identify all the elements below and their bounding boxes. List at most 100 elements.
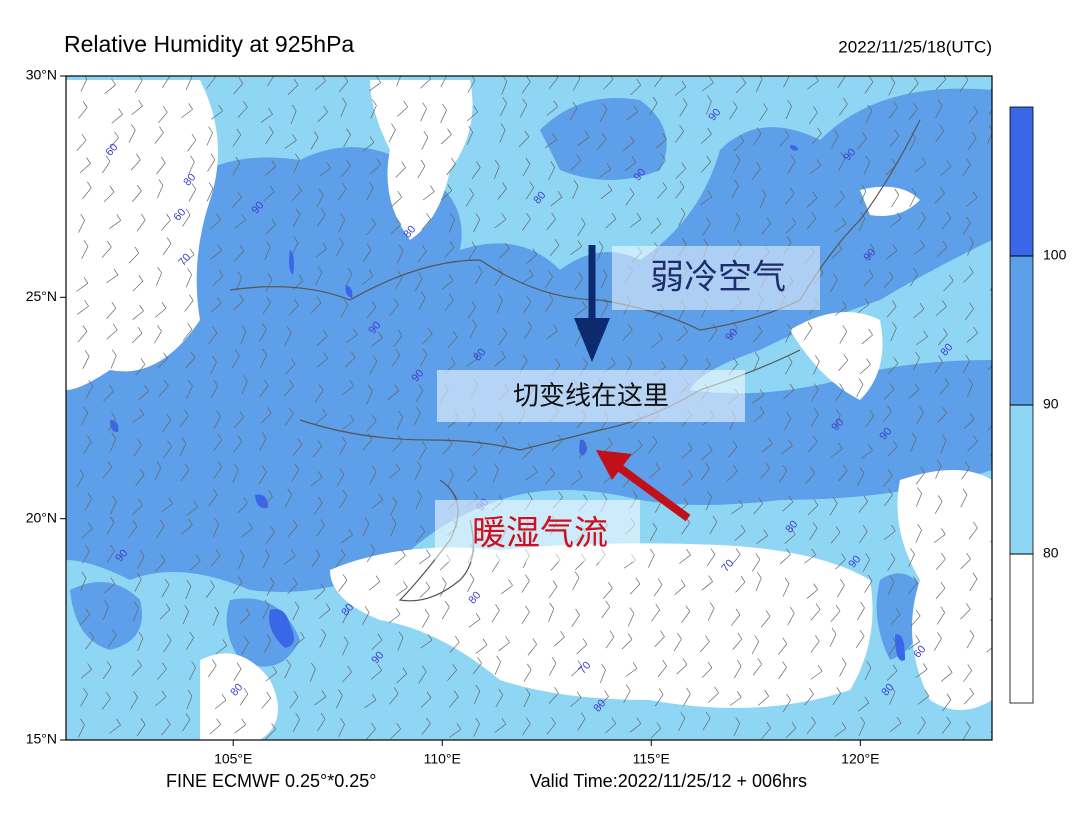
wind-barb [338, 718, 345, 738]
wind-barb [137, 549, 145, 569]
wind-barb [390, 722, 401, 740]
wind-barb [80, 663, 92, 679]
wind-barb [917, 211, 926, 230]
wind-barb [498, 242, 510, 259]
annotation-text: 弱冷空气 [650, 258, 786, 298]
wind-barb [471, 161, 481, 179]
wind-barb [834, 190, 845, 208]
wind-barb [830, 605, 841, 622]
wind-barb [655, 133, 667, 149]
wind-barb [625, 187, 635, 206]
wind-barb [339, 489, 348, 509]
wind-barb [317, 208, 326, 227]
wind-barb [155, 302, 167, 318]
wind-barb [287, 577, 298, 595]
wind-barb [933, 632, 942, 651]
wind-barb [205, 580, 215, 599]
wind-barb [577, 217, 586, 236]
wind-barb [675, 125, 684, 143]
wind-barb [882, 405, 892, 423]
wind-barb [287, 78, 299, 95]
wind-barb [362, 606, 370, 625]
wind-barb [85, 380, 94, 399]
wind-barb [81, 522, 93, 539]
wind-barb [291, 463, 300, 482]
wind-barb [233, 294, 244, 311]
wind-barb [571, 660, 583, 677]
wind-barb [865, 104, 873, 124]
wind-barb [210, 355, 217, 375]
wind-barb [888, 76, 896, 96]
wind-barb [548, 687, 559, 704]
wind-barb [161, 578, 170, 598]
wind-barb [468, 241, 477, 260]
wind-barb [128, 246, 140, 264]
wind-barb [421, 213, 431, 231]
wind-barb [784, 187, 795, 205]
wind-barb [135, 468, 145, 487]
wind-barb [963, 412, 975, 429]
wind-barb [909, 188, 917, 208]
wind-barb [735, 575, 746, 593]
wind-barb [388, 608, 401, 624]
wind-barb [860, 444, 873, 459]
wind-barb [109, 495, 117, 515]
wind-barb [657, 181, 668, 199]
wind-barb [965, 191, 978, 207]
wind-barb [753, 325, 763, 343]
wind-barb [467, 76, 476, 93]
wind-barb [678, 712, 686, 732]
wind-barb [369, 76, 381, 92]
wind-barb [444, 293, 454, 312]
wind-barb [806, 212, 817, 230]
wind-barb [967, 236, 974, 256]
wind-barb [649, 462, 661, 479]
wind-barb [960, 552, 971, 570]
wind-barb [156, 156, 166, 175]
wind-barb [964, 302, 974, 321]
wind-barb [283, 379, 294, 397]
wind-barb [676, 658, 688, 675]
wind-barb [415, 384, 424, 403]
wind-barb [864, 661, 872, 681]
wind-barb [418, 549, 431, 565]
wind-barb [941, 211, 952, 230]
wind-barb [182, 605, 189, 625]
wind-barb [466, 465, 478, 482]
wind-barb [319, 603, 331, 619]
wind-barb [391, 349, 401, 368]
wind-barb [962, 354, 970, 374]
wind-barb [134, 76, 143, 93]
wind-barb [883, 271, 894, 289]
colorbar-segment [1009, 553, 1034, 704]
wind-barb [368, 575, 381, 591]
wind-barb [961, 461, 970, 480]
wind-barb [492, 463, 499, 483]
wind-barb [340, 97, 347, 117]
wind-barb [521, 605, 530, 624]
wind-barb [312, 440, 323, 458]
wind-barb [311, 549, 321, 568]
wind-barb [210, 296, 222, 313]
wind-barb [494, 717, 507, 733]
wind-barb [212, 606, 220, 626]
wind-barb [865, 409, 875, 428]
footer-left: FINE ECMWF 0.25°*0.25° [166, 771, 376, 791]
wind-barb [265, 723, 276, 740]
wind-barb [803, 321, 813, 341]
wind-barb [753, 127, 762, 146]
wind-barb [185, 579, 192, 600]
wind-barb [910, 609, 921, 627]
wind-barb [706, 548, 716, 567]
wind-barb [449, 635, 460, 653]
wind-barb [887, 575, 895, 595]
wind-barb [681, 605, 691, 623]
wind-barb [810, 665, 823, 680]
wind-barb [392, 434, 403, 452]
wind-barb [163, 440, 172, 459]
wind-barb [343, 128, 351, 148]
colorbar-segment [1009, 106, 1034, 257]
wind-barb [422, 327, 433, 345]
wind-barb [81, 406, 89, 426]
wind-barb [649, 96, 658, 116]
